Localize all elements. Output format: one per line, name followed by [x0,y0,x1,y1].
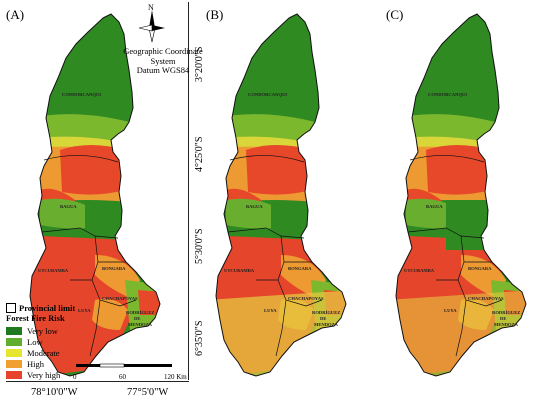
scale-tick-120: 120 Km [164,373,187,381]
lon-label-east: 77°5'0"W [127,387,169,398]
place-rodriguez-de-mendoza: RODRÍGUEZ [126,310,154,315]
place-luya: LUYA [78,308,91,313]
svg-text:LUYA: LUYA [264,308,277,313]
swatch-low [6,337,22,346]
svg-text:MENDOZA: MENDOZA [128,322,153,327]
svg-text:CHACHAPOYAS: CHACHAPOYAS [288,296,324,301]
svg-text:DE: DE [320,316,326,321]
svg-text:CHACHAPOYAS: CHACHAPOYAS [468,296,504,301]
svg-text:MENDOZA: MENDOZA [314,322,339,327]
lat-label-3: 5°30'0"S [194,228,205,264]
svg-text:BAGUA: BAGUA [246,204,263,209]
panel-label-a: (A) [6,7,25,22]
legend-item: Low [6,336,75,347]
scale-tick-60: 60 [119,373,126,381]
place-condorcanqui: CONDORCANQUI [62,92,101,97]
panel-label-c: (C) [386,7,404,22]
map-panel-c: CONDORCANQUI BAGUA UTCUBAMBA BONGARA LUY… [395,13,527,377]
place-bongara: BONGARA [102,266,126,271]
coordinate-system-text: Geographic Coordinate System Datum WGS84 [123,46,203,75]
swatch-high [6,359,22,368]
svg-text:RODRÍGUEZ: RODRÍGUEZ [492,310,520,315]
north-arrow-icon [138,10,165,43]
legend-item: Very low [6,325,75,336]
lat-label-2: 4°25'0"S [194,136,205,172]
svg-text:DE: DE [134,316,140,321]
svg-text:DE: DE [500,316,506,321]
place-chachapoyas: CHACHAPOYAS [102,296,138,301]
legend-item: Very high [6,369,75,380]
svg-text:MENDOZA: MENDOZA [494,322,519,327]
north-label: N [148,3,154,12]
svg-text:UTCUBAMBA: UTCUBAMBA [404,268,435,273]
map-panel-b: CONDORCANQUI BAGUA UTCUBAMBA BONGARA LUY… [215,13,347,377]
provincial-limit-swatch [6,302,16,313]
legend-title: Forest Fire Risk [6,313,65,323]
svg-text:BONGARA: BONGARA [288,266,312,271]
lon-axis-line [6,381,189,382]
svg-text:LUYA: LUYA [444,308,457,313]
legend-item: High [6,358,75,369]
map-panel-a: CONDORCANQUI BAGUA UTCUBAMBA BONGARA LUY… [29,13,161,377]
legend-item: Moderate [6,347,75,358]
place-utcubamba: UTCUBAMBA [38,268,69,273]
lon-label-west: 78°10'0"W [31,387,78,398]
legend-boundary: Provincial limit [19,302,76,313]
svg-text:BAGUA: BAGUA [426,204,443,209]
swatch-moderate [6,348,22,357]
svg-text:UTCUBAMBA: UTCUBAMBA [224,268,255,273]
svg-text:BONGARA: BONGARA [468,266,492,271]
scale-bar [76,363,172,368]
svg-text:CONDORCANQUI: CONDORCANQUI [428,92,467,97]
swatch-very-high [6,370,22,379]
lat-axis-line [188,2,189,380]
svg-text:RODRÍGUEZ: RODRÍGUEZ [312,310,340,315]
svg-text:CONDORCANQUI: CONDORCANQUI [248,92,287,97]
swatch-very-low [6,326,22,335]
panel-label-b: (B) [206,7,224,22]
legend: Provincial limit Forest Fire Risk Very l… [6,302,75,380]
place-bagua: BAGUA [60,204,77,209]
scale-tick-0: 0 [73,373,77,381]
lat-label-4: 6°35'0"S [194,320,205,356]
